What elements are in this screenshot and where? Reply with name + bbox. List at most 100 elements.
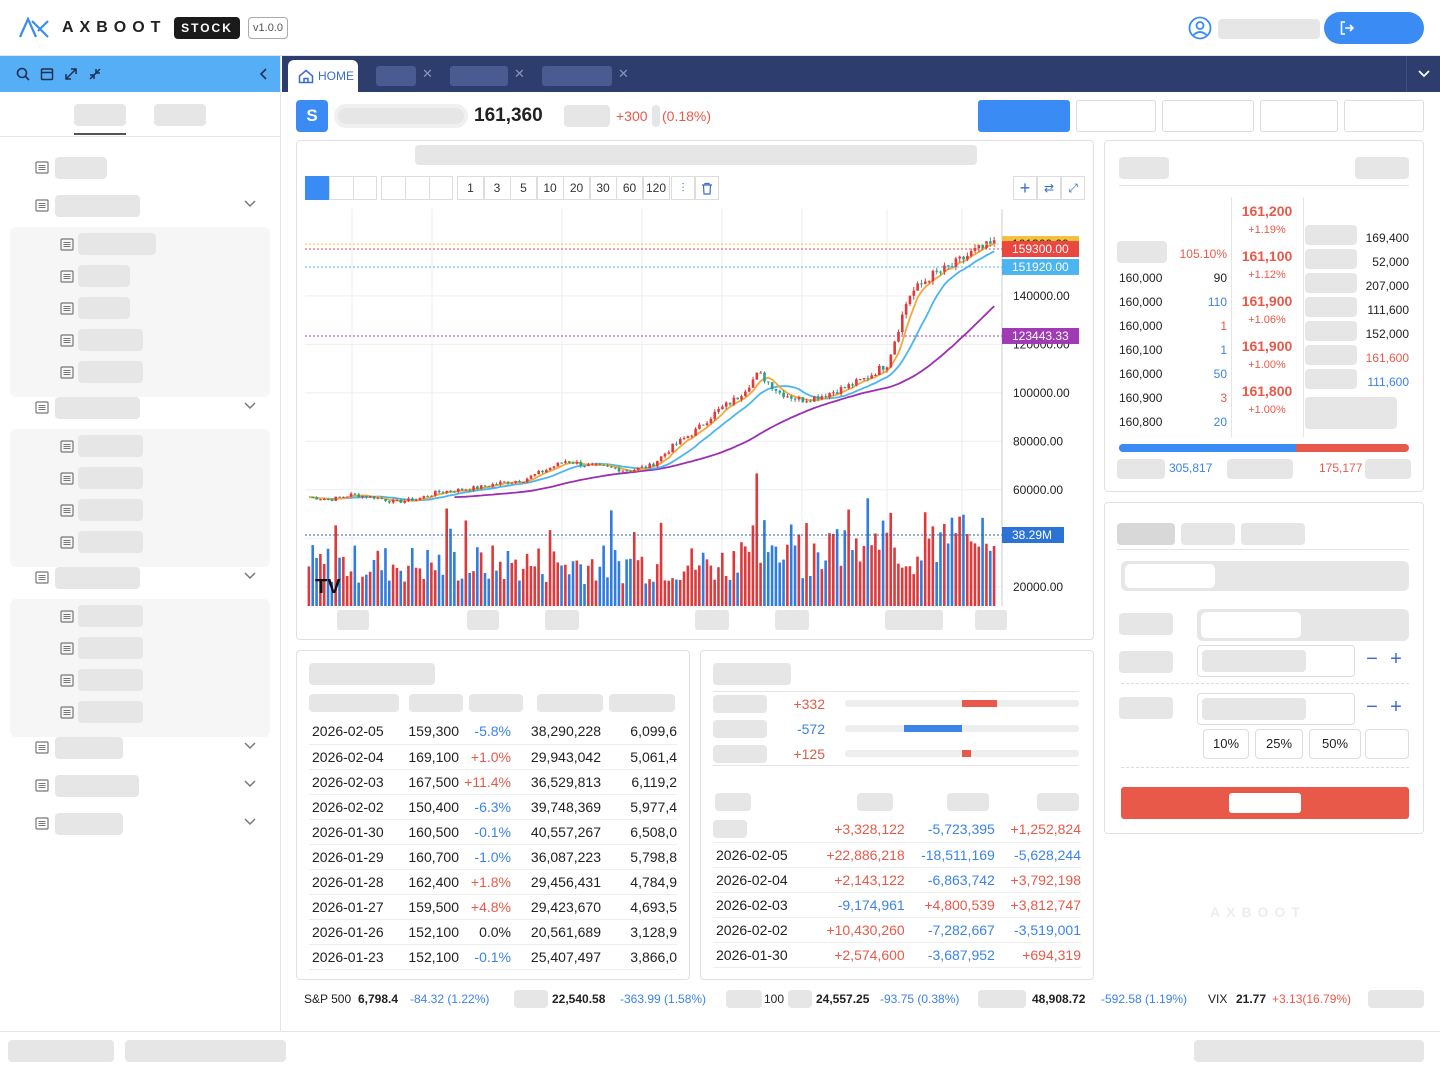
price-chart[interactable]: 140000.00 1 20000.00 100000.00 80000.00 60000… bbox=[297, 141, 1095, 641]
interval-button[interactable]: 10 bbox=[536, 176, 564, 200]
quote-button-4[interactable] bbox=[1260, 100, 1338, 132]
pct-max-button[interactable] bbox=[1365, 729, 1409, 759]
sidebar-item[interactable] bbox=[0, 735, 281, 761]
submit-order-button[interactable] bbox=[1121, 787, 1409, 819]
close-icon[interactable]: ✕ bbox=[422, 66, 433, 81]
bid-price[interactable]: 160,000 bbox=[1119, 319, 1163, 333]
ask-price[interactable]: 161,200 bbox=[1241, 203, 1293, 219]
ask-price[interactable]: 161,900 bbox=[1241, 293, 1293, 309]
ask-price[interactable]: 161,100 bbox=[1241, 248, 1293, 264]
sidebar-subitem[interactable] bbox=[10, 435, 270, 457]
add-icon[interactable]: + bbox=[1013, 176, 1037, 200]
interval-button[interactable]: 3 bbox=[483, 176, 511, 200]
indicator-button[interactable]: ⫶ bbox=[671, 176, 695, 200]
chevron-down-icon[interactable] bbox=[244, 742, 256, 750]
sidebar-subitem[interactable] bbox=[10, 297, 270, 319]
pct-25-button[interactable]: 25% bbox=[1255, 729, 1303, 759]
table-row[interactable]: 2026-02-02 150,400 -6.3% 39,748,369 5,977,4 bbox=[309, 794, 677, 820]
bid-price[interactable]: 160,000 bbox=[1119, 271, 1163, 285]
qty-plus-button[interactable]: + bbox=[1390, 696, 1402, 718]
interval-button[interactable]: 5 bbox=[510, 176, 537, 200]
user-icon[interactable] bbox=[1188, 16, 1212, 40]
table-row[interactable]: 2026-01-28 162,400 +1.8% 29,456,431 4,784,9 bbox=[309, 869, 677, 895]
table-row[interactable]: 2026-01-30 +2,574,600 -3,687,952 +694,319 bbox=[713, 942, 1081, 968]
order-type-toggle[interactable] bbox=[1121, 561, 1409, 591]
price-input[interactable] bbox=[1197, 645, 1355, 677]
sidebar-subitem[interactable] bbox=[10, 233, 270, 255]
ask-price[interactable]: 161,900 bbox=[1241, 338, 1293, 354]
table-row[interactable]: 2026-01-30 160,500 -0.1% 40,557,267 6,508,0 bbox=[309, 819, 677, 845]
interval-button[interactable]: 120 bbox=[642, 176, 670, 200]
sidebar-subitem[interactable] bbox=[10, 605, 270, 627]
sidebar-item[interactable] bbox=[0, 773, 281, 799]
sidebar-item[interactable] bbox=[0, 811, 281, 837]
logout-button[interactable] bbox=[1324, 12, 1424, 44]
bid-price[interactable]: 160,000 bbox=[1119, 367, 1163, 381]
chart-type-candle[interactable] bbox=[305, 176, 330, 200]
quote-button-3[interactable] bbox=[1162, 100, 1254, 132]
sidebar-subitem[interactable] bbox=[10, 467, 270, 489]
sidebar-subitem[interactable] bbox=[10, 499, 270, 521]
quote-button-1[interactable] bbox=[978, 100, 1070, 132]
chevron-down-icon[interactable] bbox=[244, 402, 256, 410]
table-row[interactable]: 2026-01-29 160,700 -1.0% 36,087,223 5,798,8 bbox=[309, 844, 677, 870]
table-row[interactable]: 2026-02-02 +10,430,260 -7,282,667 -3,519,00… bbox=[713, 917, 1081, 943]
sidebar-item[interactable] bbox=[0, 395, 281, 421]
tabs-menu-button[interactable] bbox=[1406, 56, 1440, 92]
symbol-name[interactable] bbox=[334, 104, 468, 128]
table-row[interactable]: 2026-01-23 152,100 -0.1% 25,407,497 3,866,0 bbox=[309, 944, 677, 970]
sidebar-subitem[interactable] bbox=[10, 669, 270, 691]
tab-4[interactable] bbox=[542, 66, 612, 86]
quote-button-5[interactable] bbox=[1344, 100, 1424, 132]
table-row[interactable]: 2026-02-04 +2,143,122 -6,863,742 +3,792,198 bbox=[713, 867, 1081, 893]
pct-50-button[interactable]: 50% bbox=[1309, 729, 1361, 759]
sidebar-tab-1[interactable] bbox=[74, 104, 126, 126]
qty-minus-button[interactable]: − bbox=[1366, 696, 1378, 718]
chart-type-3[interactable] bbox=[353, 176, 377, 200]
bid-price[interactable]: 160,100 bbox=[1119, 343, 1163, 357]
table-row[interactable]: 2026-01-26 152,100 0.0% 20,561,689 3,128,9 bbox=[309, 919, 677, 945]
bid-price[interactable]: 160,900 bbox=[1119, 391, 1163, 405]
order-tab-sell[interactable] bbox=[1181, 523, 1235, 545]
bid-price[interactable]: 160,800 bbox=[1119, 415, 1163, 429]
order-tab-buy[interactable] bbox=[1117, 523, 1175, 545]
price-minus-button[interactable]: − bbox=[1366, 648, 1378, 670]
period-week[interactable] bbox=[405, 176, 430, 200]
fullscreen-icon[interactable]: ⤢ bbox=[1061, 176, 1085, 200]
chart-type-2[interactable] bbox=[329, 176, 354, 200]
table-row[interactable]: 2026-02-03 167,500 +11.4% 36,529,813 6,119,2 bbox=[309, 769, 677, 795]
expand-icon[interactable] bbox=[64, 67, 78, 81]
chevron-down-icon[interactable] bbox=[244, 780, 256, 788]
account-select[interactable] bbox=[1197, 609, 1409, 641]
pct-10-button[interactable]: 10% bbox=[1203, 729, 1249, 759]
sidebar-tab-2[interactable] bbox=[154, 104, 206, 126]
chevron-left-icon[interactable] bbox=[258, 67, 270, 81]
compare-icon[interactable]: ⇄ bbox=[1037, 176, 1061, 200]
sidebar-subitem[interactable] bbox=[10, 531, 270, 553]
search-icon[interactable] bbox=[16, 67, 30, 81]
calendar-icon[interactable] bbox=[40, 67, 54, 81]
trash-icon[interactable] bbox=[695, 176, 719, 200]
sidebar-subitem[interactable] bbox=[10, 329, 270, 351]
table-row[interactable]: 2026-02-04 169,100 +1.0% 29,943,042 5,061,4 bbox=[309, 744, 677, 770]
sidebar-item[interactable] bbox=[0, 193, 281, 219]
interval-button[interactable]: 1 bbox=[457, 176, 484, 200]
period-month[interactable] bbox=[429, 176, 453, 200]
collapse-icon[interactable] bbox=[88, 67, 102, 81]
investor-total-row[interactable]: +3,328,122 -5,723,395 +1,252,824 bbox=[713, 817, 1081, 843]
orderbook-action[interactable] bbox=[1355, 157, 1409, 179]
chevron-down-icon[interactable] bbox=[244, 200, 256, 208]
chevron-down-icon[interactable] bbox=[244, 818, 256, 826]
table-row[interactable]: 2026-02-03 -9,174,961 +4,800,539 +3,812,747 bbox=[713, 892, 1081, 918]
close-icon[interactable]: ✕ bbox=[514, 66, 525, 81]
table-row[interactable]: 2026-01-27 159,500 +4.8% 29,423,670 4,693,5 bbox=[309, 894, 677, 920]
qty-input[interactable] bbox=[1197, 693, 1355, 725]
sidebar-subitem[interactable] bbox=[10, 361, 270, 383]
interval-button[interactable]: 30 bbox=[589, 176, 617, 200]
bid-price[interactable]: 160,000 bbox=[1119, 295, 1163, 309]
sidebar-subitem[interactable] bbox=[10, 701, 270, 723]
ask-price[interactable]: 161,800 bbox=[1241, 383, 1293, 399]
interval-button[interactable]: 60 bbox=[616, 176, 643, 200]
sidebar-subitem[interactable] bbox=[10, 637, 270, 659]
tab-home[interactable]: HOME bbox=[288, 60, 358, 92]
